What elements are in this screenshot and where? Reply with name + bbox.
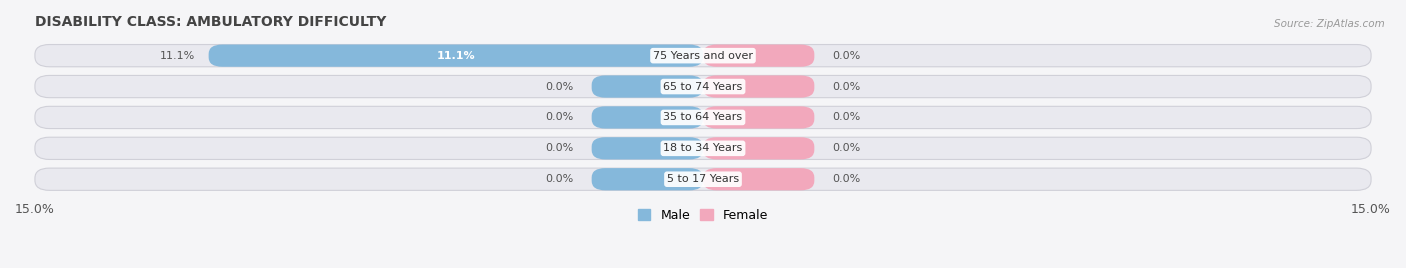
FancyBboxPatch shape: [35, 137, 1371, 159]
Text: 0.0%: 0.0%: [546, 113, 574, 122]
Text: 11.1%: 11.1%: [436, 51, 475, 61]
FancyBboxPatch shape: [592, 168, 703, 190]
FancyBboxPatch shape: [35, 106, 1371, 129]
FancyBboxPatch shape: [592, 137, 703, 159]
FancyBboxPatch shape: [703, 137, 814, 159]
Text: 0.0%: 0.0%: [546, 143, 574, 153]
Legend: Male, Female: Male, Female: [633, 204, 773, 227]
FancyBboxPatch shape: [35, 44, 1371, 67]
Text: 65 to 74 Years: 65 to 74 Years: [664, 81, 742, 92]
Text: DISABILITY CLASS: AMBULATORY DIFFICULTY: DISABILITY CLASS: AMBULATORY DIFFICULTY: [35, 15, 387, 29]
Text: Source: ZipAtlas.com: Source: ZipAtlas.com: [1274, 19, 1385, 29]
FancyBboxPatch shape: [703, 106, 814, 129]
FancyBboxPatch shape: [703, 75, 814, 98]
Text: 5 to 17 Years: 5 to 17 Years: [666, 174, 740, 184]
FancyBboxPatch shape: [208, 44, 703, 67]
Text: 0.0%: 0.0%: [832, 81, 860, 92]
Text: 75 Years and over: 75 Years and over: [652, 51, 754, 61]
FancyBboxPatch shape: [592, 106, 703, 129]
FancyBboxPatch shape: [35, 168, 1371, 190]
Text: 18 to 34 Years: 18 to 34 Years: [664, 143, 742, 153]
FancyBboxPatch shape: [35, 75, 1371, 98]
FancyBboxPatch shape: [703, 44, 814, 67]
Text: 0.0%: 0.0%: [832, 143, 860, 153]
Text: 0.0%: 0.0%: [546, 174, 574, 184]
FancyBboxPatch shape: [703, 168, 814, 190]
Text: 0.0%: 0.0%: [832, 113, 860, 122]
Text: 0.0%: 0.0%: [832, 51, 860, 61]
Text: 35 to 64 Years: 35 to 64 Years: [664, 113, 742, 122]
Text: 11.1%: 11.1%: [160, 51, 195, 61]
Text: 0.0%: 0.0%: [546, 81, 574, 92]
Text: 0.0%: 0.0%: [832, 174, 860, 184]
FancyBboxPatch shape: [592, 75, 703, 98]
